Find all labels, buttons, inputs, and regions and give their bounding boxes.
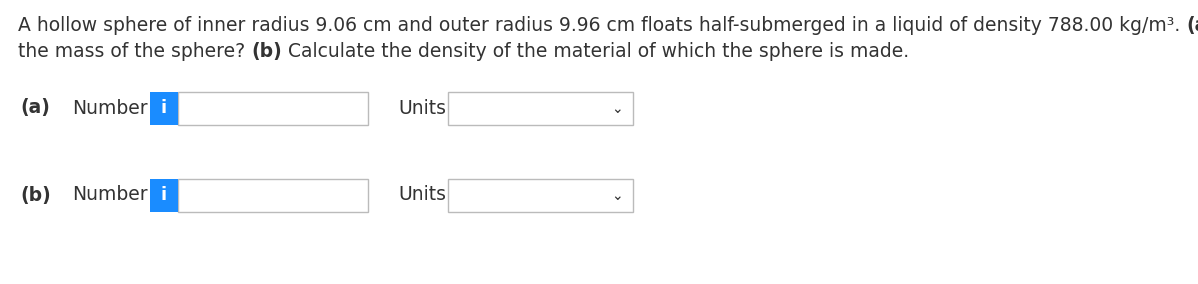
FancyBboxPatch shape (150, 179, 179, 212)
Text: i: i (161, 99, 167, 117)
Text: (b): (b) (252, 42, 282, 61)
Text: Units: Units (398, 185, 446, 204)
Text: ⌄: ⌄ (611, 189, 623, 203)
Text: Units: Units (398, 99, 446, 118)
Text: A hollow sphere of inner radius 9.06 cm and outer radius 9.96 cm floats half-sub: A hollow sphere of inner radius 9.06 cm … (18, 16, 1186, 35)
Text: the mass of the sphere?: the mass of the sphere? (18, 42, 252, 61)
Text: (a): (a) (1186, 16, 1198, 35)
Text: Number: Number (72, 99, 147, 118)
FancyBboxPatch shape (179, 91, 368, 124)
Text: ⌄: ⌄ (611, 102, 623, 116)
Text: (b): (b) (20, 185, 50, 204)
FancyBboxPatch shape (150, 91, 179, 124)
FancyBboxPatch shape (448, 179, 633, 212)
Text: i: i (161, 186, 167, 204)
Text: Calculate the density of the material of which the sphere is made.: Calculate the density of the material of… (282, 42, 909, 61)
Text: Number: Number (72, 185, 147, 204)
FancyBboxPatch shape (179, 179, 368, 212)
Text: (a): (a) (20, 99, 50, 118)
FancyBboxPatch shape (448, 91, 633, 124)
